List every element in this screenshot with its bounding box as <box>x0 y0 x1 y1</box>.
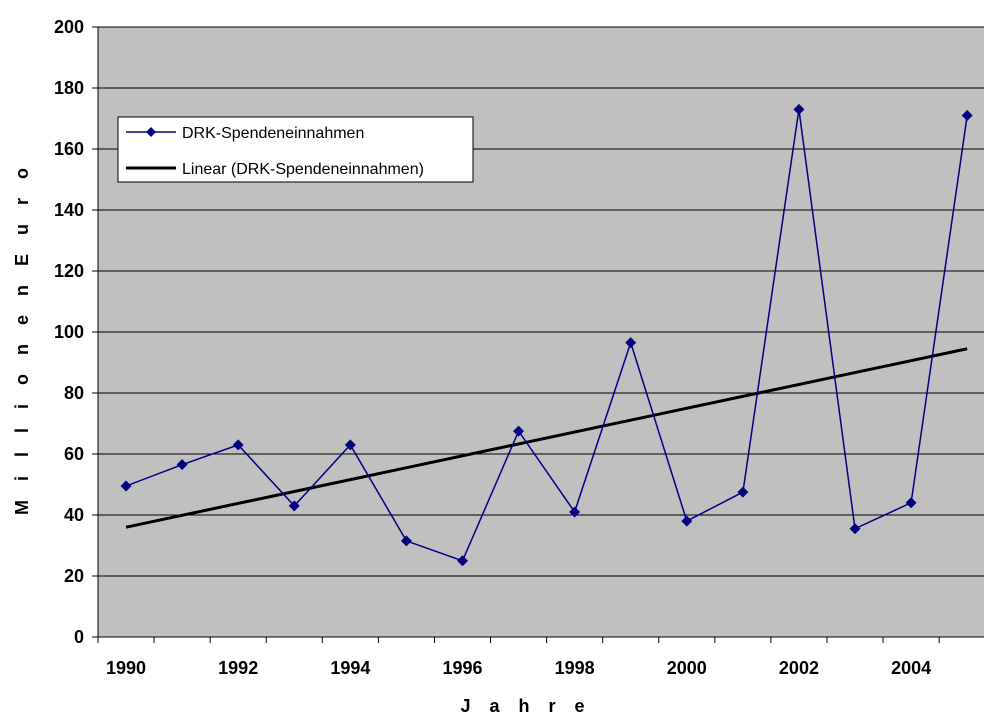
y-tick-label: 20 <box>64 566 84 586</box>
legend-box <box>117 116 474 183</box>
data-point <box>176 459 188 471</box>
x-tick-label: 1990 <box>106 658 146 678</box>
x-tick-label: 1994 <box>330 658 370 678</box>
data-point <box>681 515 693 527</box>
data-point <box>625 337 637 349</box>
y-tick-label: 180 <box>54 78 84 98</box>
data-point <box>120 480 132 492</box>
data-point <box>737 486 749 498</box>
data-point <box>569 506 581 518</box>
y-tick-label: 60 <box>64 444 84 464</box>
y-axis-title: M i l l i o n e n E u r o <box>12 161 32 515</box>
y-tick-label: 0 <box>74 627 84 647</box>
x-tick-label: 2000 <box>667 658 707 678</box>
y-tick-label: 100 <box>54 322 84 342</box>
legend: DRK-Spendeneinnahmen Linear (DRK-Spenden… <box>117 116 474 183</box>
data-point <box>344 439 356 451</box>
y-tick-label: 80 <box>64 383 84 403</box>
x-axis-title: J a h r e <box>460 696 591 716</box>
x-tick-label: 1996 <box>442 658 482 678</box>
data-point <box>793 103 805 115</box>
series-line <box>125 109 968 562</box>
x-tick-label: 2004 <box>891 658 931 678</box>
data-point <box>961 109 973 121</box>
series-layer <box>120 103 973 567</box>
data-point <box>513 425 525 437</box>
y-tick-labels: 0 20 40 60 80 100 120 140 160 180 200 <box>54 17 84 647</box>
y-tick-label: 140 <box>54 200 84 220</box>
x-tick-label: 2002 <box>779 658 819 678</box>
y-tick-label: 120 <box>54 261 84 281</box>
data-point <box>849 523 861 535</box>
data-point <box>456 555 468 567</box>
legend-label-trend: Linear (DRK-Spendeneinnahmen) <box>182 161 424 178</box>
data-point <box>232 439 244 451</box>
trendline <box>125 347 968 529</box>
legend-label-series: DRK-Spendeneinnahmen <box>182 125 364 142</box>
y-tick-label: 40 <box>64 505 84 525</box>
x-tick-labels: 1990 1992 1994 1996 1998 2000 2002 2004 <box>106 658 931 678</box>
axes <box>92 26 984 643</box>
x-tick-label: 1998 <box>555 658 595 678</box>
trendline-layer <box>125 347 968 529</box>
data-point <box>400 535 412 547</box>
y-tick-label: 160 <box>54 139 84 159</box>
data-point <box>288 500 300 512</box>
legend-marker-diamond <box>146 127 156 137</box>
data-point <box>905 497 917 509</box>
x-tick-label: 1992 <box>218 658 258 678</box>
y-tick-label: 200 <box>54 17 84 37</box>
